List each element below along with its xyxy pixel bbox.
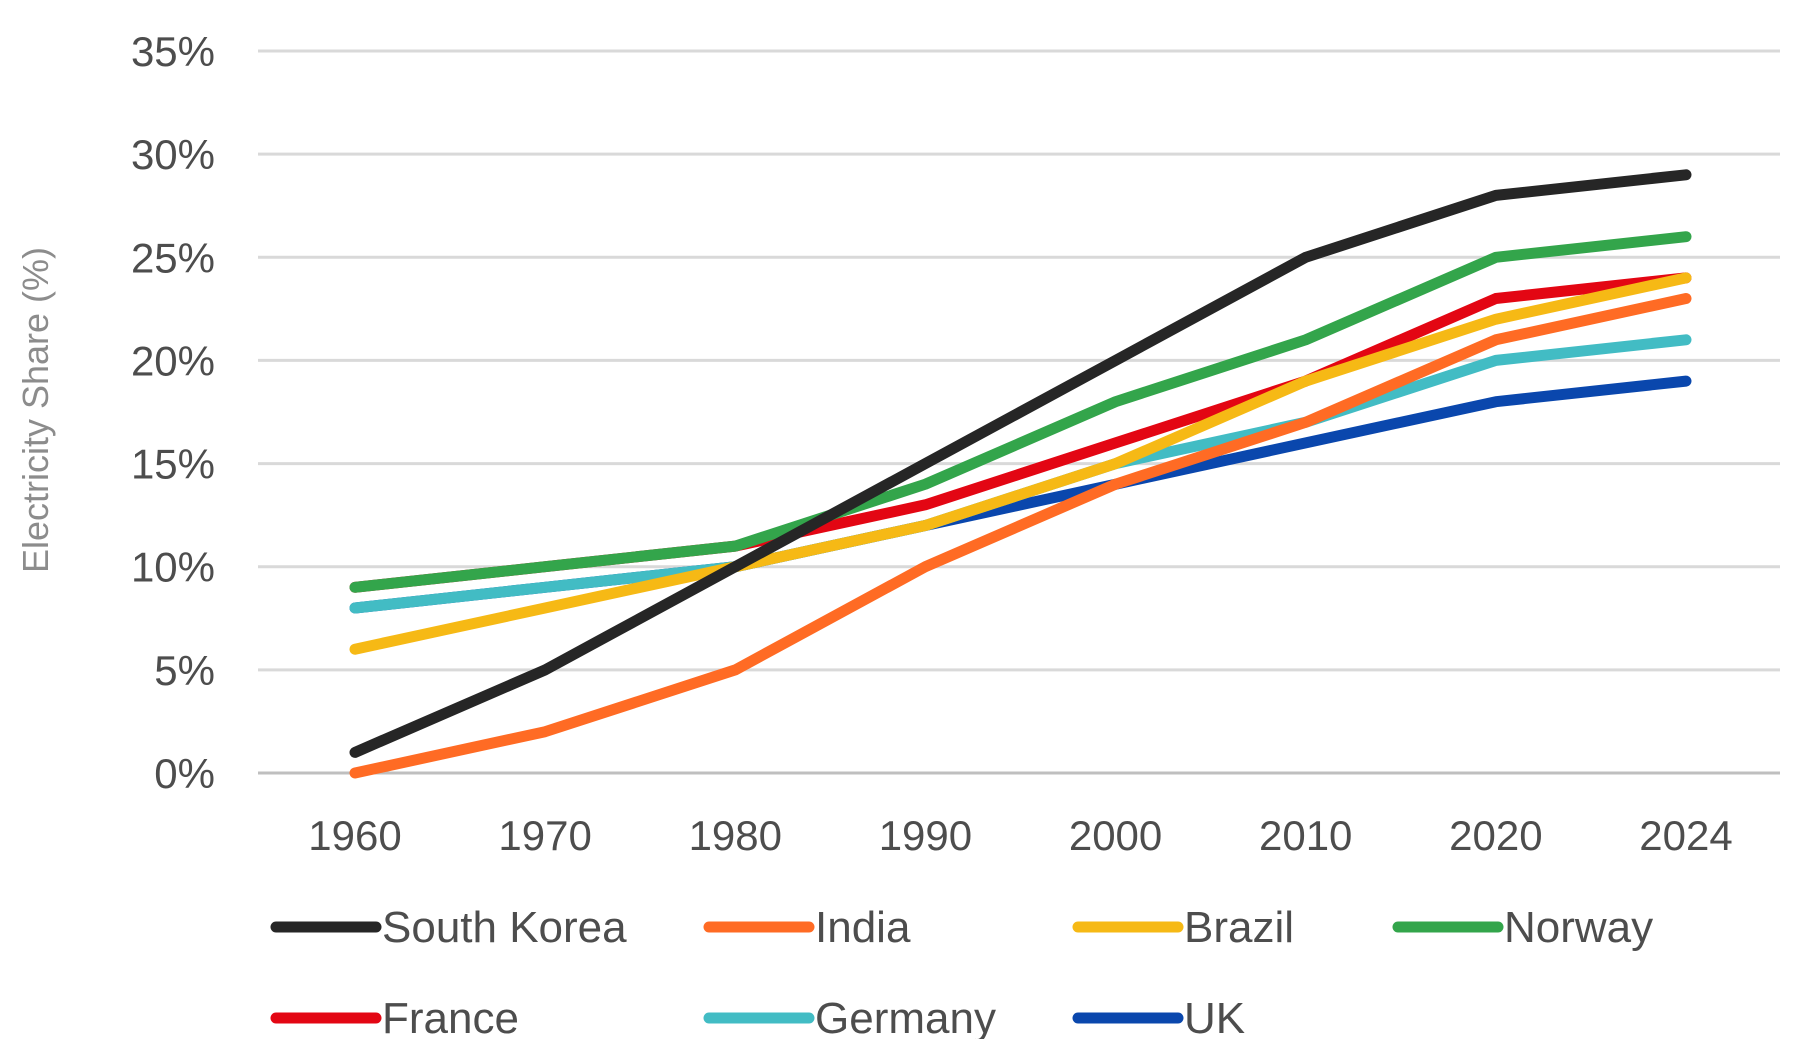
legend-label: UK [1184,994,1245,1039]
legend-item-uk: UK [1072,994,1245,1043]
legend-item-india: India [703,903,911,952]
x-tick-label: 1990 [879,812,972,859]
y-axis-ticks: 0% 5% 10% 15% 20% 25% 30% 35% [131,28,215,797]
legend: South Korea India Brazil Norway France German… [270,903,1653,1043]
y-tick-label: 35% [131,28,215,75]
legend-item-france: France [270,994,519,1043]
y-tick-label: 5% [154,647,215,694]
x-tick-label: 1960 [308,812,401,859]
y-tick-label: 0% [154,750,215,797]
x-tick-label: 1980 [689,812,782,859]
y-axis-title: Electricity Share (%) [15,247,56,573]
y-tick-label: 25% [131,234,215,281]
legend-label: Germany [815,994,996,1039]
legend-label: South Korea [382,903,627,952]
series-line-south-korea [349,169,1692,758]
x-tick-label: 2010 [1259,812,1352,859]
legend-item-brazil: Brazil [1072,903,1294,952]
legend-label: Norway [1504,903,1653,952]
legend-item-south-korea: South Korea [270,903,627,952]
x-tick-label: 2024 [1639,812,1732,859]
series-line-norway [349,231,1692,593]
legend-item-germany: Germany [703,994,996,1043]
y-tick-label: 10% [131,544,215,591]
x-tick-label: 1970 [498,812,591,859]
series-line-brazil [349,272,1692,655]
y-tick-label: 30% [131,131,215,178]
legend-label: India [815,903,911,952]
legend-label: France [382,994,519,1039]
x-axis-ticks: 1960 1970 1980 1990 2000 2010 2020 2024 [308,812,1732,859]
legend-item-norway: Norway [1392,903,1653,952]
y-tick-label: 20% [131,337,215,384]
x-tick-label: 2020 [1449,812,1542,859]
y-tick-label: 15% [131,441,215,488]
series-line-india [349,293,1692,779]
x-tick-label: 2000 [1069,812,1162,859]
series-lines [349,169,1692,779]
legend-label: Brazil [1184,903,1294,952]
